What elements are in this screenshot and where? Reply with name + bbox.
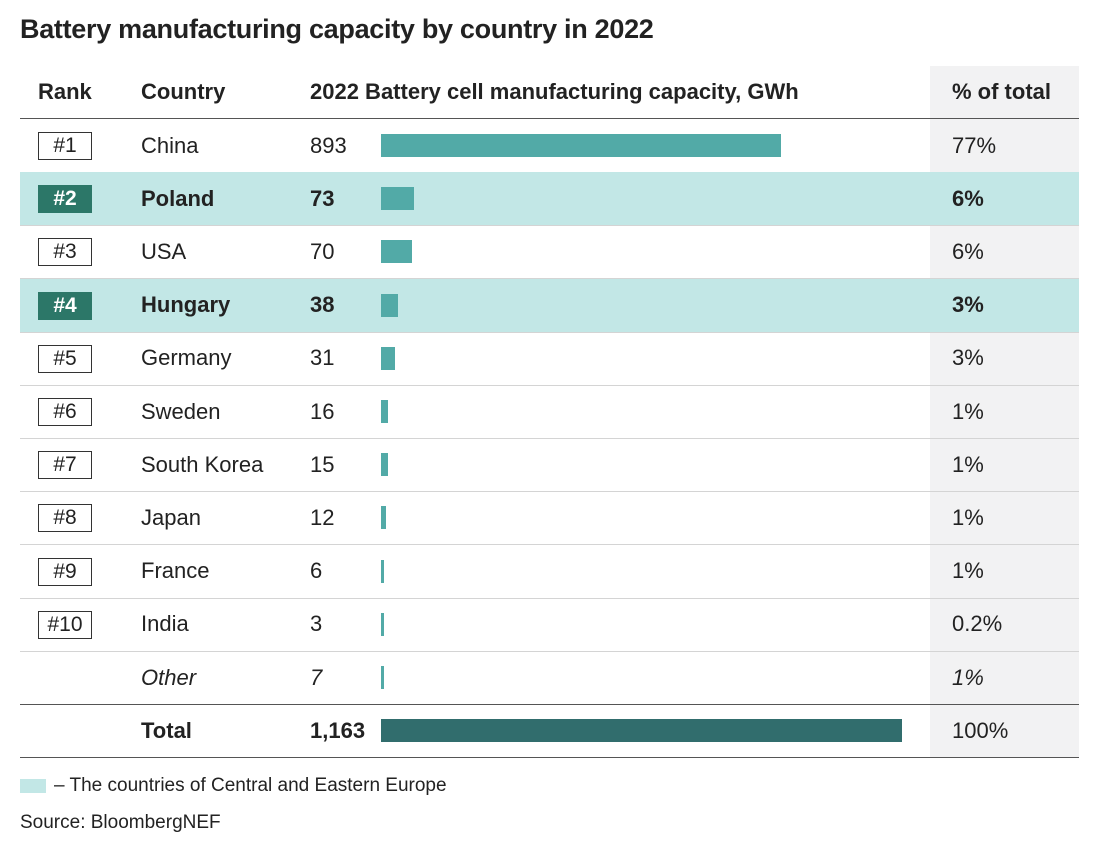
table-row: #6 Sweden 16 1% (20, 385, 1079, 439)
capacity-bar (381, 293, 398, 317)
total-bar (381, 719, 902, 743)
rank-badge: #10 (38, 610, 92, 639)
country-name: India (141, 611, 189, 637)
capacity-bar (381, 400, 389, 423)
capacity-bar (381, 240, 413, 264)
header-rank: Rank (38, 79, 92, 104)
table-row: #10 India 3 0.2% (20, 598, 1079, 652)
percent-value: 1% (952, 664, 984, 690)
source-note: Source: BloombergNEF (20, 812, 221, 833)
table-row: Other 7 1% (20, 651, 1079, 705)
capacity-value: 893 (310, 132, 347, 158)
capacity-value: 12 (310, 504, 335, 530)
capacity-bar (381, 346, 395, 370)
capacity-value: 15 (310, 451, 335, 477)
country-name: Poland (141, 185, 215, 211)
capacity-bar (381, 187, 414, 211)
percent-value: 77% (952, 132, 997, 158)
legend-label: – The countries of Central and Eastern E… (54, 775, 447, 796)
percent-value: 100% (952, 717, 1009, 743)
percent-value: 1% (952, 504, 984, 530)
country-name: Japan (141, 504, 201, 530)
rank-badge: #1 (38, 132, 92, 160)
rank-badge: #7 (38, 451, 92, 480)
rank-badge: #2 (38, 185, 92, 214)
table-header: Rank Country 2022 Battery cell manufactu… (20, 66, 1079, 119)
capacity-bar (381, 666, 385, 689)
percent-value: 3% (952, 292, 984, 318)
capacity-value: 38 (310, 292, 335, 318)
country-name: Sweden (141, 398, 221, 424)
table-row: #5 Germany 31 3% (20, 332, 1079, 386)
capacity-value: 3 (310, 611, 323, 637)
table-row: #3 USA 70 6% (20, 225, 1079, 280)
table-row: #9 France 6 1% (20, 545, 1079, 599)
capacity-bar (381, 506, 387, 530)
capacity-value: 6 (310, 558, 323, 584)
table-row: #4 Hungary 38 3% (20, 278, 1079, 333)
capacity-value: 70 (310, 238, 335, 264)
percent-value: 6% (952, 185, 984, 211)
percent-value: 1% (952, 451, 984, 477)
country-name: France (141, 558, 210, 584)
header-percent: % of total (952, 79, 1051, 104)
percent-value: 1% (952, 398, 984, 424)
capacity-value: 1,163 (310, 717, 366, 743)
capacity-bar (381, 453, 388, 477)
percent-value: 6% (952, 238, 984, 264)
total-label: Total (141, 717, 192, 743)
country-name: USA (141, 238, 187, 264)
rank-badge: #8 (38, 504, 92, 533)
capacity-value: 7 (310, 664, 323, 690)
chart-title: Battery manufacturing capacity by countr… (20, 14, 654, 44)
capacity-value: 73 (310, 185, 335, 211)
capacity-bar (381, 134, 781, 157)
legend: – The countries of Central and Eastern E… (20, 772, 447, 800)
table-row: #1 China 893 77% (20, 119, 1079, 173)
country-name: China (141, 132, 199, 158)
percent-value: 3% (952, 345, 984, 371)
rank-badge: #3 (38, 238, 92, 267)
country-name: Germany (141, 345, 232, 371)
total-row: Total 1,163 100% (20, 704, 1079, 759)
legend-swatch (20, 779, 46, 793)
country-name: South Korea (141, 451, 264, 477)
table-row: #8 Japan 12 1% (20, 491, 1079, 546)
capacity-value: 31 (310, 345, 335, 371)
country-name: Other (141, 664, 197, 690)
rank-badge: #5 (38, 344, 92, 373)
percent-value: 0.2% (952, 611, 1003, 637)
rank-badge: #9 (38, 557, 92, 586)
rank-badge: #6 (38, 398, 92, 426)
header-capacity: 2022 Battery cell manufacturing capacity… (310, 79, 799, 104)
header-country: Country (141, 79, 226, 104)
table-row: #2 Poland 73 6% (20, 172, 1079, 227)
country-name: Hungary (141, 292, 231, 318)
percent-value: 1% (952, 558, 984, 584)
capacity-bar (381, 612, 384, 636)
capacity-value: 16 (310, 398, 335, 424)
rank-badge: #4 (38, 291, 92, 320)
capacity-bar (381, 559, 384, 583)
table-row: #7 South Korea 15 1% (20, 438, 1079, 493)
